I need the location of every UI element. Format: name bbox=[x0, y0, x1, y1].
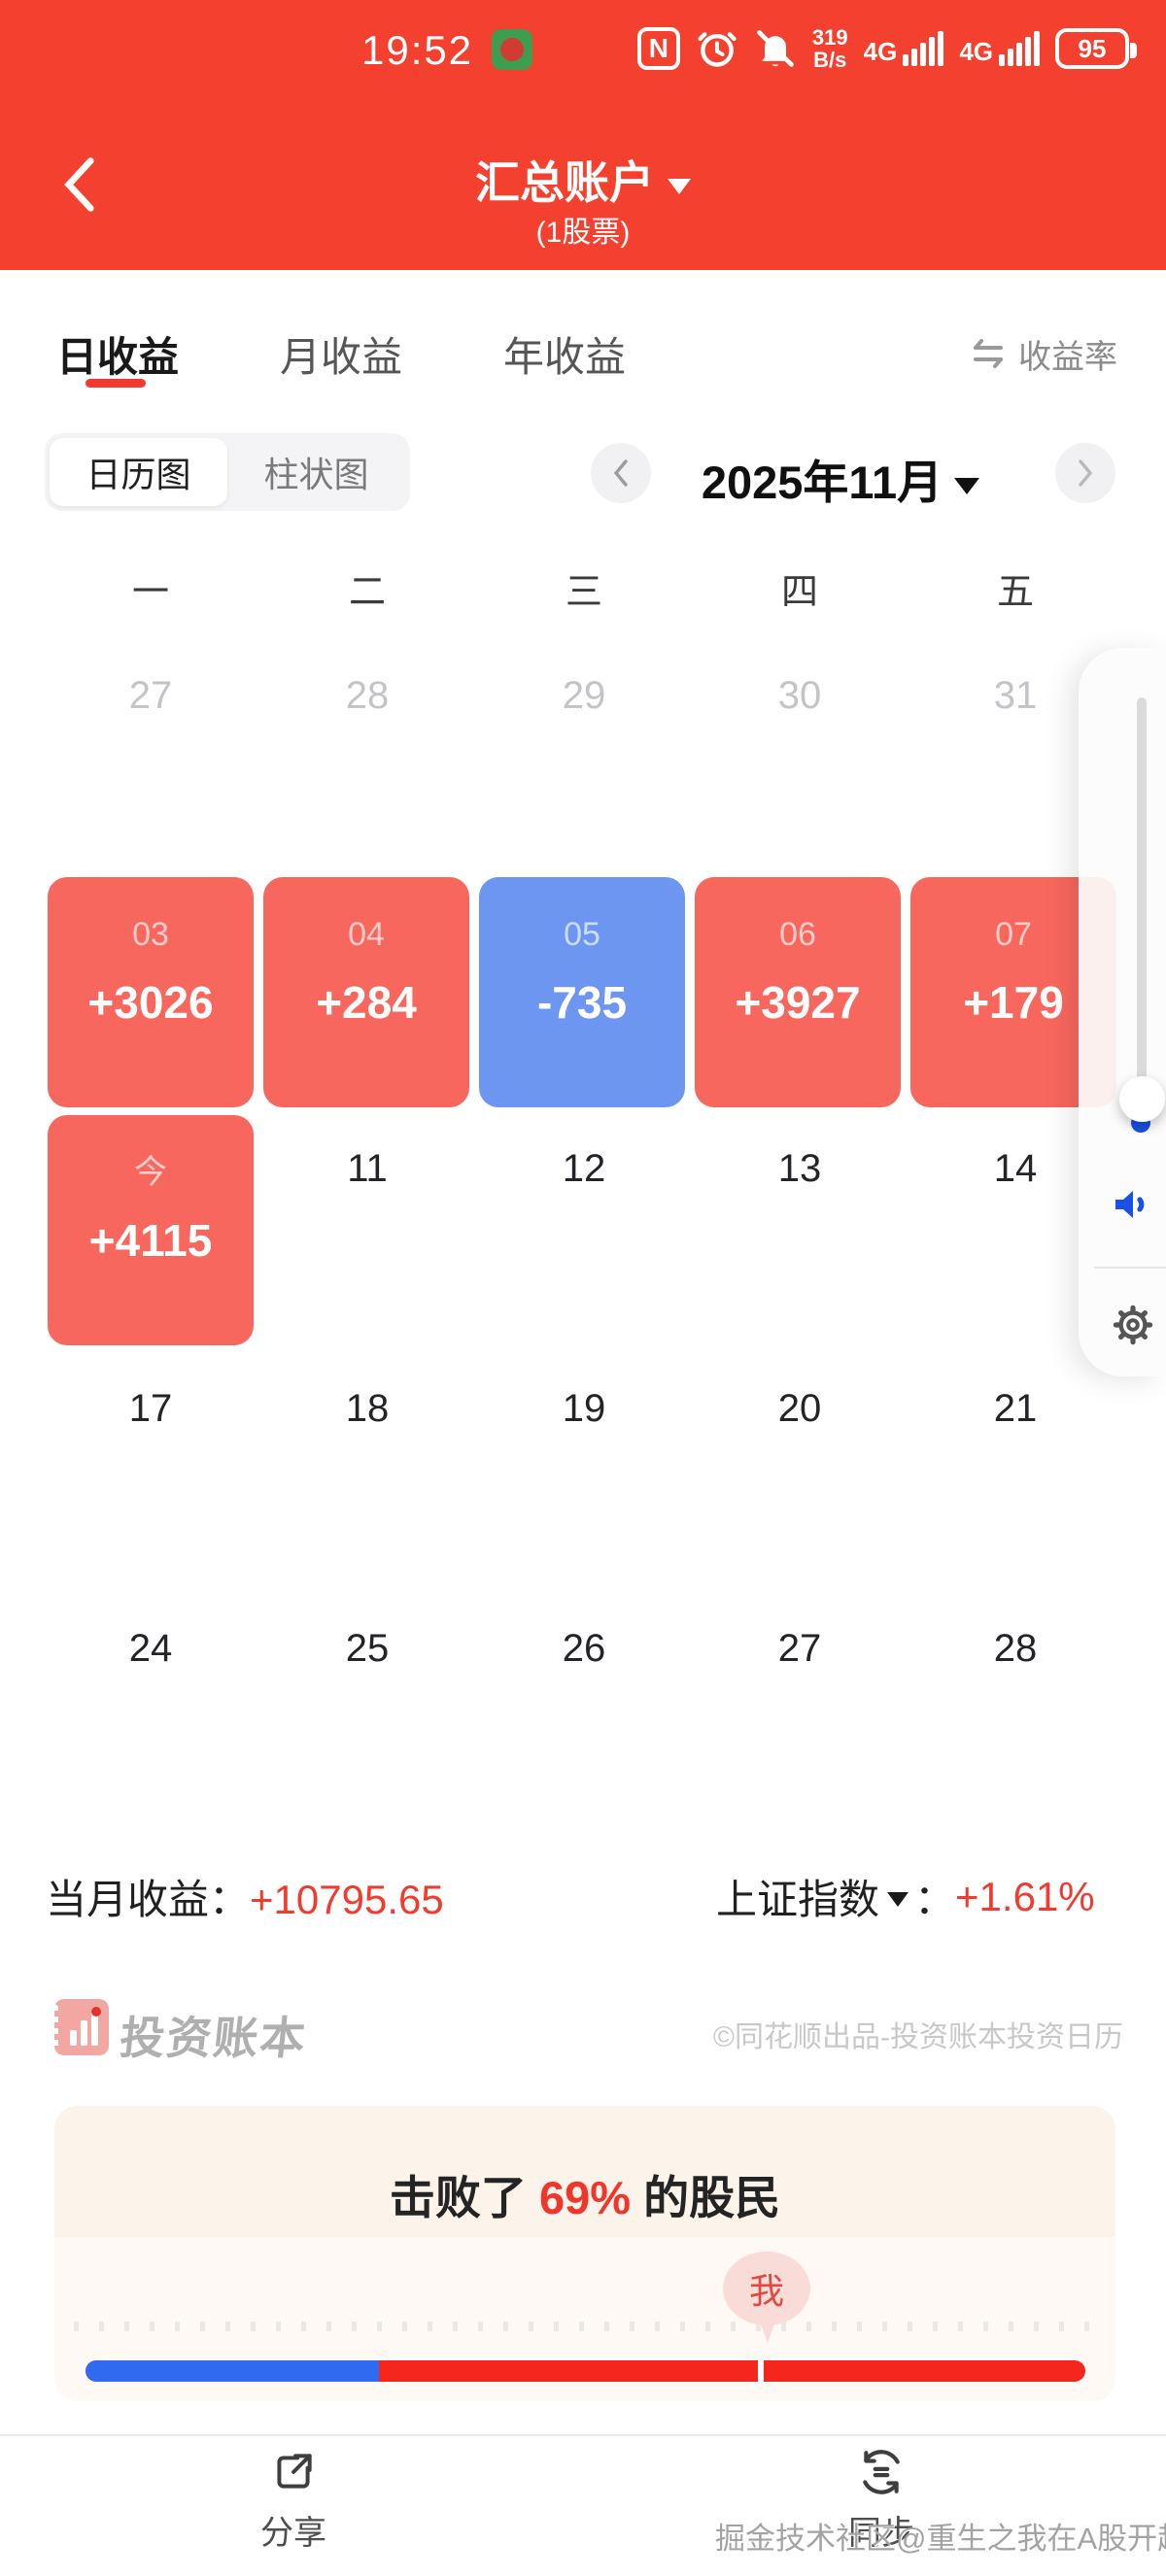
weekday-mon: 一 bbox=[131, 572, 170, 613]
sync-button[interactable]: 同步 bbox=[774, 2436, 988, 2554]
calendar-day: 14 bbox=[993, 1147, 1038, 1190]
calendar-day: 11 bbox=[347, 1147, 388, 1190]
month-profit: 当月收益：+10795.65 bbox=[46, 1877, 444, 1922]
rate-toggle[interactable]: 收益率 bbox=[968, 309, 1117, 398]
card-dashed-divider bbox=[74, 2322, 1096, 2331]
progress-me-marker bbox=[758, 2360, 764, 2382]
calendar-day: 13 bbox=[777, 1147, 822, 1190]
progress-blue-segment bbox=[86, 2360, 379, 2382]
app-header: 19:52 N 319 B/s 4G bbox=[0, 0, 1166, 270]
account-title[interactable]: 汇总账户 bbox=[0, 148, 1166, 212]
me-marker-bubble: 我 bbox=[723, 2252, 810, 2343]
profit-tabs: 日收益 月收益 年收益 bbox=[0, 309, 1166, 398]
prev-month-button[interactable] bbox=[591, 443, 651, 503]
calendar-day: 27 bbox=[128, 674, 173, 717]
calendar-profit-cell[interactable]: 06 +3927 bbox=[695, 877, 901, 1107]
view-option-bar[interactable]: 柱状图 bbox=[263, 455, 369, 494]
beat-progress-bar bbox=[86, 2360, 1085, 2382]
calendar-day: 27 bbox=[777, 1627, 822, 1670]
index-summary[interactable]: 上证指数： +1.61% bbox=[716, 1873, 1095, 1923]
weekday-tue: 二 bbox=[348, 572, 387, 613]
beat-percent: 69% bbox=[538, 2172, 632, 2223]
index-dropdown-icon bbox=[887, 1892, 909, 1907]
signal-sim1: 4G bbox=[864, 31, 944, 66]
calendar-day: 20 bbox=[777, 1387, 822, 1430]
status-icons: N 319 B/s 4G bbox=[636, 0, 1137, 97]
calendar-day: 25 bbox=[345, 1627, 390, 1670]
active-tab-underline bbox=[86, 379, 146, 388]
next-month-button[interactable] bbox=[1055, 443, 1115, 503]
calendar-day: 21 bbox=[993, 1387, 1038, 1430]
calendar-day: 31 bbox=[993, 674, 1038, 717]
month-dropdown-icon bbox=[954, 478, 980, 495]
speaker-icon[interactable] bbox=[1110, 1181, 1156, 1228]
calendar-day: 17 bbox=[128, 1387, 173, 1430]
community-watermark: 掘金技术社区@重生之我在A股开超市 bbox=[715, 2522, 1166, 2556]
calendar-day: 30 bbox=[777, 674, 822, 717]
stock-count: (1股票) bbox=[535, 217, 631, 249]
weekday-thu: 四 bbox=[780, 572, 819, 613]
swap-arrows-icon bbox=[971, 339, 1003, 368]
brand-name: 投资账本 bbox=[117, 2013, 310, 2063]
calendar-today-cell[interactable]: 今 +4115 bbox=[48, 1115, 254, 1345]
battery-icon: 95 bbox=[1055, 28, 1137, 69]
calendar-day: 24 bbox=[128, 1627, 173, 1670]
beat-title: 击败了 69% 的股民 bbox=[389, 2172, 781, 2223]
calendar-profit-cell[interactable]: 03 +3026 bbox=[48, 877, 254, 1107]
month-selector[interactable]: 2025年11月 bbox=[680, 445, 1001, 512]
account-dropdown-icon bbox=[668, 178, 691, 194]
brand-row: 投资账本 ©同花顺出品-投资账本投资日历 bbox=[0, 1997, 1166, 2065]
calendar-profit-cell[interactable]: 04 +284 bbox=[263, 877, 469, 1107]
beat-percentage-card: 击败了 69% 的股民 我 bbox=[54, 2106, 1115, 2401]
alarm-icon bbox=[698, 32, 737, 67]
brand-credit: ©同花顺出品-投资账本投资日历 bbox=[712, 2021, 1123, 2053]
calendar-day: 12 bbox=[562, 1147, 606, 1190]
share-button[interactable]: 分享 bbox=[187, 2436, 400, 2554]
calendar-day: 29 bbox=[562, 674, 606, 717]
bottom-action-bar: 分享 同步 bbox=[0, 2434, 1166, 2576]
calendar-day: 28 bbox=[345, 674, 390, 717]
volume-slider-handle[interactable] bbox=[1119, 1076, 1165, 1122]
view-option-calendar[interactable]: 日历图 bbox=[50, 438, 227, 506]
volume-slider-track[interactable] bbox=[1137, 697, 1147, 1101]
tab-daily-profit[interactable]: 日收益 bbox=[56, 333, 180, 380]
share-icon bbox=[187, 2448, 400, 2498]
weekday-wed: 三 bbox=[565, 572, 603, 613]
back-button[interactable] bbox=[56, 155, 103, 214]
tab-monthly-profit[interactable]: 月收益 bbox=[280, 333, 403, 380]
bell-muted-icon bbox=[757, 30, 794, 67]
month-profit-value: +10795.65 bbox=[250, 1877, 444, 1922]
calendar-day: 18 bbox=[345, 1387, 390, 1430]
sync-icon bbox=[774, 2448, 988, 2498]
tab-yearly-profit[interactable]: 年收益 bbox=[503, 333, 627, 380]
status-bar: 19:52 N 319 B/s 4G bbox=[0, 0, 1166, 97]
panel-divider bbox=[1094, 1267, 1166, 1269]
side-tool-panel bbox=[1079, 648, 1166, 1376]
notification-app-icon bbox=[492, 29, 532, 70]
net-speed: 319 B/s bbox=[811, 25, 848, 72]
calendar-loss-cell[interactable]: 05 -735 bbox=[479, 877, 685, 1107]
nfc-icon: N bbox=[636, 27, 680, 70]
ledger-logo-icon bbox=[51, 1999, 109, 2055]
calendar-day: 19 bbox=[562, 1387, 606, 1430]
calendar-day: 28 bbox=[993, 1627, 1038, 1670]
view-toggle: 日历图 柱状图 bbox=[45, 433, 410, 511]
index-value: +1.61% bbox=[955, 1873, 1095, 1919]
clock: 19:52 bbox=[361, 27, 474, 73]
month-summary: 当月收益：+10795.65 上证指数： +1.61% bbox=[0, 1867, 1166, 1923]
settings-gear-icon[interactable] bbox=[1110, 1302, 1156, 1348]
signal-sim2: 4G bbox=[959, 31, 1040, 66]
weekday-fri: 五 bbox=[996, 572, 1035, 613]
calendar-day: 26 bbox=[562, 1627, 606, 1670]
